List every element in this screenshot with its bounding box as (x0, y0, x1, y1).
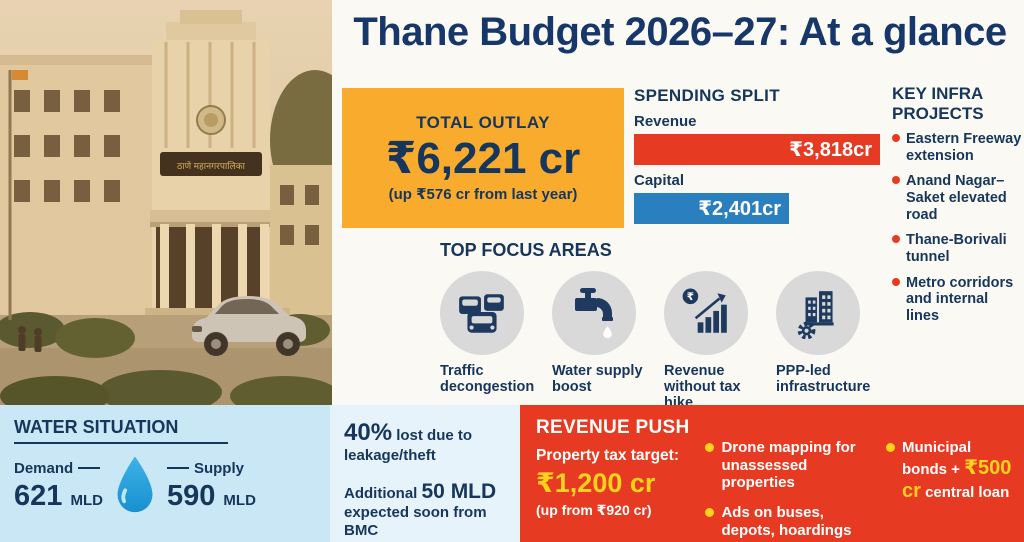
additional-text: expected soon from BMC (344, 504, 487, 540)
bond-text-pre: Municipal bonds + (902, 439, 972, 478)
focus-area-ppp: PPP-led infrastructure (776, 271, 877, 412)
total-outlay-value: ₹6,221 cr (385, 133, 581, 183)
list-item: Municipal bonds + ₹500 cr central loan (886, 439, 1012, 504)
bullet-text: Ads on buses, depots, hoardings (721, 504, 852, 539)
total-outlay-card: TOTAL OUTLAY ₹6,221 cr (up ₹576 cr from … (342, 88, 624, 228)
columns (160, 224, 269, 308)
supply-label: Supply (193, 459, 244, 477)
demand-value: 621 (14, 479, 63, 512)
additional-supply-note: Additional 50 MLD expected soon from BMC (344, 479, 508, 541)
demand-unit: MLD (70, 491, 103, 509)
bond-text-post: central loan (925, 484, 1010, 502)
ppp-infrastructure-icon (776, 271, 860, 355)
water-drop-icon (111, 454, 159, 518)
bushes (0, 312, 332, 405)
windows (14, 90, 120, 202)
traffic-cars-icon (440, 271, 524, 355)
rupee-symbol: ₹ (687, 292, 694, 303)
water-situation-title: WATER SITUATION (14, 417, 229, 444)
capital-value: ₹2,401cr (698, 198, 781, 220)
loss-stat: 40% (344, 419, 393, 446)
bullet-icon (892, 277, 900, 286)
focus-areas-row: Traffic decongestion Wa (440, 271, 888, 412)
total-outlay-label: TOTAL OUTLAY (416, 112, 550, 132)
total-outlay-note: (up ₹576 cr from last year) (388, 186, 578, 204)
infra-item-text: Thane-Borivali tunnel (906, 232, 1007, 266)
top-focus-areas: TOP FOCUS AREAS (440, 240, 888, 412)
list-item: Drone mapping for unassessed properties (705, 439, 872, 492)
sign-band (160, 152, 262, 176)
bullet-icon (892, 176, 900, 185)
supply-unit: MLD (223, 491, 256, 509)
building-photo: ठाणे महानगरपालिका (0, 0, 332, 405)
focus-area-label: PPP-led infrastructure (776, 363, 871, 396)
loss-note: 40% lost due to leakage/theft (344, 418, 508, 466)
revenue-push-card: REVENUE PUSH Property tax target: ₹1,200… (520, 405, 1024, 542)
key-infra-projects: KEY INFRA PROJECTS Eastern Freeway exten… (892, 84, 1022, 334)
spending-split: SPENDING SPLIT Revenue ₹3,818cr Capital … (634, 86, 880, 224)
revenue-chart-icon: ₹ (664, 271, 748, 355)
focus-area-label: Water supply boost (552, 363, 643, 396)
focus-area-water: Water supply boost (552, 271, 653, 412)
revenue-push-bullets: Drone mapping for unassessed properties … (705, 417, 872, 539)
bullet-icon (705, 508, 715, 518)
key-infra-title: KEY INFRA PROJECTS (892, 84, 984, 123)
water-situation-card: WATER SITUATION Demand 621 MLD (0, 405, 330, 542)
water-tap-icon (552, 271, 636, 355)
revenue-push-bonds: Municipal bonds + ₹500 cr central loan (886, 417, 1012, 532)
demand-metric: Demand 621 MLD (14, 460, 103, 513)
spending-split-title: SPENDING SPLIT (634, 86, 780, 105)
page-title: Thane Budget 2026–27: At a glance (353, 10, 1007, 54)
additional-prefix: Additional (344, 484, 418, 502)
list-item: Thane-Borivali tunnel (892, 232, 1022, 265)
water-metrics-row: Demand 621 MLD (14, 454, 316, 518)
revenue-value: ₹3,818cr (789, 139, 872, 161)
infra-item-text: Anand Nagar–Saket elevated road (906, 173, 1007, 223)
bond-highlight: ₹500 cr (902, 456, 1012, 503)
infra-item-text: Eastern Freeway extension (906, 131, 1022, 164)
additional-stat: 50 MLD (421, 479, 497, 503)
pedestrians (18, 326, 42, 352)
building-sign-text: ठाणे महानगरपालिका (177, 160, 246, 171)
tower-ribs (164, 42, 256, 148)
capital-bar: ₹2,401cr (634, 193, 789, 224)
water-loss-card: 40% lost due to leakage/theft Additional… (330, 405, 520, 542)
bullet-icon (892, 235, 900, 244)
infra-item-text: Metro corridors and internal lines (906, 274, 1014, 325)
property-tax-label: Property tax target: (536, 447, 679, 464)
focus-area-label: Traffic decongestion (440, 363, 535, 396)
bullet-icon (886, 443, 895, 452)
bullet-text: Drone mapping for unassessed properties (721, 439, 856, 492)
supply-value: 590 (166, 479, 216, 512)
supply-metric: Supply 590 MLD (166, 459, 256, 513)
loss-text: lost due to leakage/theft (344, 427, 473, 465)
demand-label: Demand (14, 459, 74, 477)
revenue-label: Revenue (634, 113, 697, 130)
building-illustration: ठाणे महानगरपालिका (0, 0, 332, 405)
property-tax-value: ₹1,200 cr (536, 468, 656, 498)
capital-label: Capital (634, 172, 685, 189)
focus-area-traffic: Traffic decongestion (440, 271, 541, 412)
top-focus-areas-title: TOP FOCUS AREAS (440, 240, 612, 260)
list-item: Anand Nagar–Saket elevated road (892, 173, 1022, 223)
bullet-icon (705, 443, 715, 452)
focus-area-revenue: ₹ Revenue without tax hike (664, 271, 765, 412)
list-item: Eastern Freeway extension (892, 131, 1022, 164)
connector-line (78, 466, 101, 470)
car (192, 296, 306, 356)
bullet-icon (892, 134, 900, 143)
connector-line (166, 466, 189, 470)
revenue-push-main: REVENUE PUSH Property tax target: ₹1,200… (536, 417, 691, 532)
list-item: Ads on buses, depots, hoardings (705, 504, 872, 539)
property-tax-note: (up from ₹920 cr) (536, 502, 652, 518)
revenue-bar: ₹3,818cr (634, 134, 880, 165)
revenue-push-title: REVENUE PUSH (536, 417, 690, 438)
list-item: Metro corridors and internal lines (892, 275, 1022, 325)
